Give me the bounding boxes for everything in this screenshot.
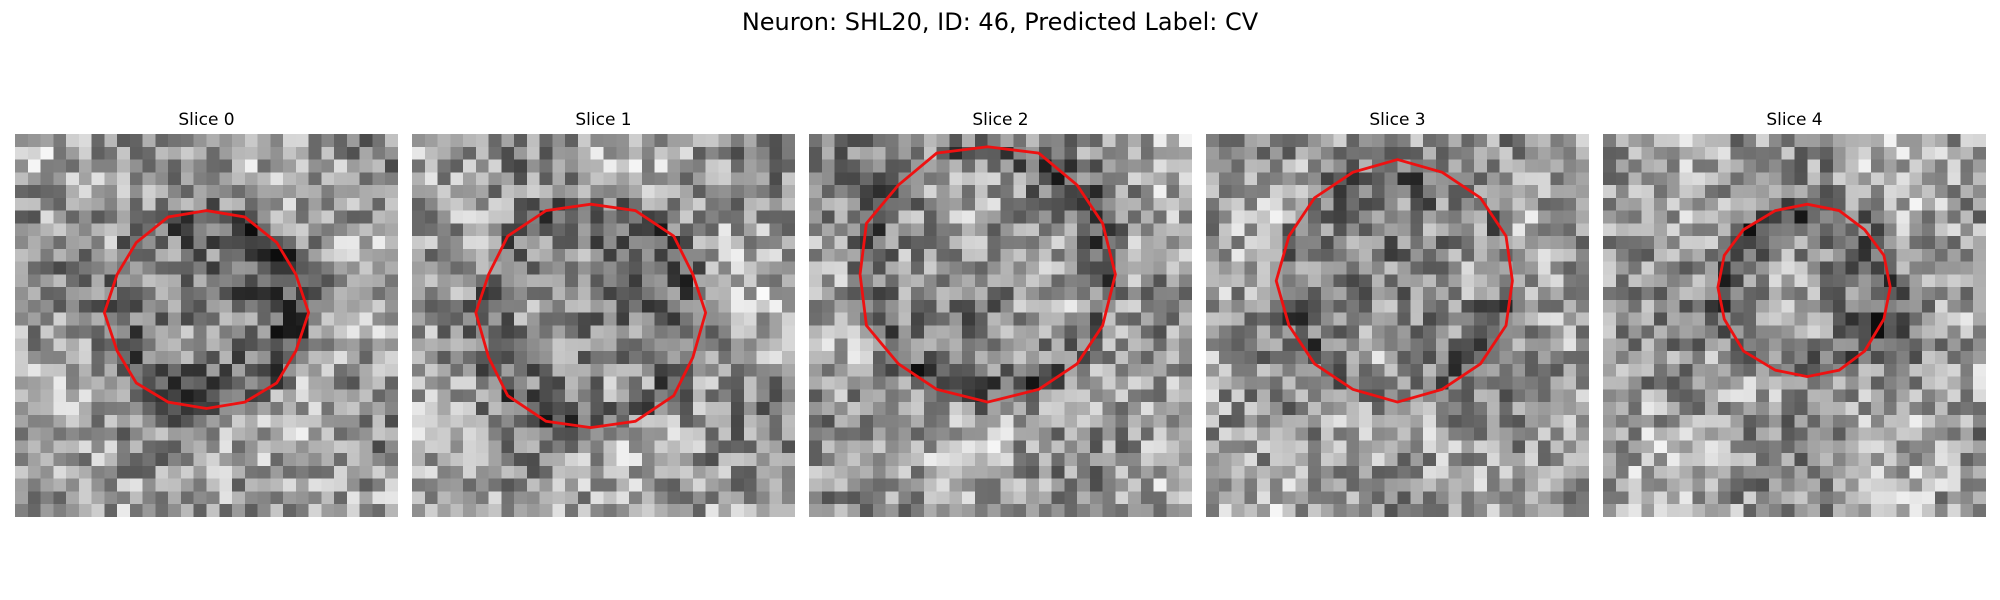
vesicle-contour [102,209,311,410]
slice-title: Slice 3 [1369,110,1426,130]
vesicle-contour [474,202,708,430]
vesicle-contour [1274,158,1514,404]
slice-image [1603,134,1986,517]
slice-title: Slice 4 [1766,110,1823,130]
slice-panel-0: Slice 0 [15,108,398,517]
slice-image [809,134,1192,517]
slice-panel-2: Slice 2 [809,108,1192,517]
slice-panel-1: Slice 1 [412,108,795,517]
slice-title: Slice 1 [575,110,632,130]
slice-panel-4: Slice 4 [1603,108,1986,517]
figure-title: Neuron: SHL20, ID: 46, Predicted Label: … [741,8,1259,36]
vesicle-contour [1716,202,1892,378]
slice-title: Slice 0 [178,110,235,130]
slice-image [15,134,398,517]
slice-image [1206,134,1589,517]
slice-image [412,134,795,517]
slice-panel-3: Slice 3 [1206,108,1589,517]
slice-title: Slice 2 [972,110,1029,130]
vesicle-contour [858,145,1117,404]
